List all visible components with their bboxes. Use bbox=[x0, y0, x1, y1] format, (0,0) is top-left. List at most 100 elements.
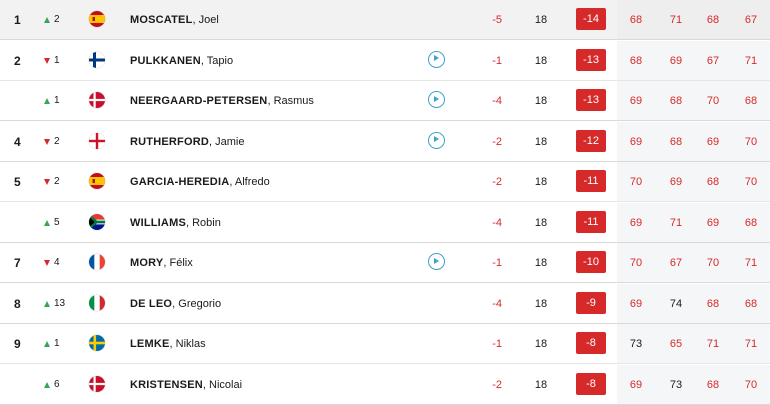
player-first-name: Jamie bbox=[215, 135, 245, 148]
total-score-badge: -11 bbox=[576, 210, 606, 233]
play-video-icon[interactable] bbox=[428, 253, 445, 270]
today-score: -4 bbox=[492, 216, 502, 229]
play-video-icon[interactable] bbox=[428, 50, 445, 68]
holes-thru: 18 bbox=[534, 95, 548, 107]
movement-value: 2 bbox=[54, 14, 60, 25]
player-first-name: Gregorio bbox=[178, 297, 222, 310]
today-score: -1 bbox=[492, 338, 502, 350]
round-2-score: 74 bbox=[669, 297, 683, 310]
player-name[interactable]: NEERGAARD-PETERSEN, Rasmus bbox=[130, 95, 314, 107]
position: 9 bbox=[14, 337, 21, 351]
holes-thru: 18 bbox=[534, 378, 548, 391]
player-first-name: Alfredo bbox=[234, 176, 270, 188]
arrow-up-icon bbox=[44, 341, 50, 347]
round-1-score: 69 bbox=[629, 135, 643, 148]
flag-denmark-icon bbox=[89, 92, 105, 108]
player-name[interactable]: PULKKANEN, Tapio bbox=[130, 54, 234, 67]
round-3-score: 69 bbox=[706, 135, 720, 148]
holes-thru: 18 bbox=[534, 257, 548, 269]
position: 8 bbox=[14, 296, 21, 311]
player-name[interactable]: WILLIAMS, Robin bbox=[130, 216, 221, 229]
leaderboard-row[interactable]: 1 2 MOSCATEL, Joel -5 18 -14 68 71 68 67 bbox=[0, 0, 770, 40]
play-video-icon[interactable] bbox=[428, 131, 445, 149]
player-last-name: RUTHERFORD bbox=[130, 135, 209, 148]
position-movement: 6 bbox=[44, 365, 60, 405]
leaderboard-row[interactable]: 6 KRISTENSEN, Nicolai -2 18 -8 69 73 68 70 bbox=[0, 364, 770, 405]
player-first-name: Robin bbox=[192, 216, 221, 229]
player-last-name: LEMKE bbox=[130, 338, 170, 350]
flag-spain-icon bbox=[89, 173, 105, 189]
leaderboard-row[interactable]: 4 2 RUTHERFORD, Jamie -2 18 -12 69 68 69 70 bbox=[0, 121, 770, 162]
position: 5 bbox=[14, 175, 21, 189]
player-name[interactable]: MORY, Félix bbox=[130, 257, 193, 269]
leaderboard-row[interactable]: 7 4 MORY, Félix -1 18 -10 70 67 70 71 bbox=[0, 243, 770, 283]
holes-thru: 18 bbox=[534, 176, 548, 188]
round-3-score: 67 bbox=[706, 54, 720, 67]
holes-thru: 18 bbox=[534, 54, 548, 67]
position-movement: 2 bbox=[44, 0, 60, 40]
rounds-background bbox=[617, 202, 770, 242]
round-3-score: 69 bbox=[706, 216, 720, 229]
leaderboard-row[interactable]: 1 NEERGAARD-PETERSEN, Rasmus -4 18 -13 69 68 70… bbox=[0, 81, 770, 121]
arrow-down-icon bbox=[44, 260, 50, 266]
position-movement: 2 bbox=[44, 162, 60, 202]
round-1-score: 70 bbox=[629, 257, 643, 269]
round-2-score: 69 bbox=[669, 176, 683, 188]
holes-thru: 18 bbox=[534, 297, 548, 310]
flag-south-africa-icon bbox=[89, 213, 105, 230]
movement-value: 1 bbox=[54, 95, 60, 106]
player-last-name: MOSCATEL bbox=[130, 14, 193, 26]
flag-spain-icon bbox=[89, 11, 105, 27]
round-4-score: 71 bbox=[744, 54, 758, 67]
play-video-icon[interactable] bbox=[428, 91, 445, 108]
player-name[interactable]: KRISTENSEN, Nicolai bbox=[130, 378, 243, 391]
movement-value: 1 bbox=[54, 338, 60, 349]
round-1-score: 70 bbox=[629, 176, 643, 188]
movement-value: 5 bbox=[54, 216, 60, 228]
round-3-score: 68 bbox=[706, 297, 720, 310]
round-3-score: 70 bbox=[706, 257, 720, 269]
round-4-score: 71 bbox=[744, 338, 758, 350]
rounds-background bbox=[617, 81, 770, 120]
round-2-score: 65 bbox=[669, 338, 683, 350]
round-2-score: 69 bbox=[669, 54, 683, 67]
leaderboard-row[interactable]: 5 2 GARCIA-HEREDIA, Alfredo -2 18 -11 70 69 68 70 bbox=[0, 162, 770, 202]
flag-france-icon bbox=[89, 254, 105, 270]
arrow-up-icon bbox=[44, 381, 50, 388]
player-name[interactable]: DE LEO, Gregorio bbox=[130, 297, 222, 310]
arrow-up-icon bbox=[44, 300, 50, 307]
movement-value: 13 bbox=[54, 297, 66, 309]
holes-thru: 18 bbox=[534, 338, 548, 350]
player-first-name: Tapio bbox=[206, 54, 234, 67]
position-movement: 13 bbox=[44, 284, 65, 324]
round-1-score: 68 bbox=[629, 14, 643, 26]
position-movement: 5 bbox=[44, 203, 60, 243]
leaderboard-row[interactable]: 2 1 PULKKANEN, Tapio -1 18 -13 68 69 67 71 bbox=[0, 40, 770, 81]
arrow-down-icon bbox=[44, 57, 50, 64]
player-name[interactable]: GARCIA-HEREDIA, Alfredo bbox=[130, 176, 270, 188]
player-name[interactable]: LEMKE, Niklas bbox=[130, 338, 206, 350]
today-score: -2 bbox=[492, 378, 502, 391]
round-4-score: 71 bbox=[744, 257, 758, 269]
round-3-score: 71 bbox=[706, 338, 720, 350]
flag-denmark-icon bbox=[89, 375, 105, 392]
player-first-name: Joel bbox=[198, 14, 219, 26]
player-first-name: Nicolai bbox=[209, 378, 243, 391]
round-4-score: 70 bbox=[744, 176, 758, 188]
today-score: -2 bbox=[492, 176, 502, 188]
today-score: -5 bbox=[492, 14, 502, 26]
player-name[interactable]: RUTHERFORD, Jamie bbox=[130, 135, 245, 148]
position: 1 bbox=[14, 13, 21, 27]
round-1-score: 69 bbox=[629, 216, 643, 229]
position-movement: 4 bbox=[44, 243, 60, 283]
player-name[interactable]: MOSCATEL, Joel bbox=[130, 14, 219, 26]
leaderboard-row[interactable]: 8 13 DE LEO, Gregorio -4 18 -9 69 74 68 68 bbox=[0, 283, 770, 324]
holes-thru: 18 bbox=[534, 135, 548, 148]
leaderboard-row[interactable]: 9 1 LEMKE, Niklas -1 18 -8 73 65 71 71 bbox=[0, 324, 770, 364]
total-score-badge: -13 bbox=[576, 48, 606, 71]
today-score: -1 bbox=[492, 257, 502, 269]
round-2-score: 68 bbox=[669, 135, 683, 148]
leaderboard-row[interactable]: 5 WILLIAMS, Robin -4 18 -11 69 71 69 68 bbox=[0, 202, 770, 243]
holes-thru: 18 bbox=[534, 216, 548, 229]
